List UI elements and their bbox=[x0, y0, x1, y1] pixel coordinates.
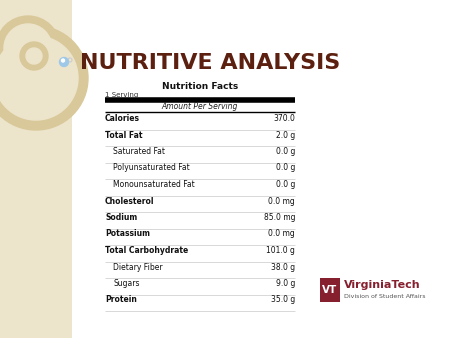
Text: Division of Student Affairs: Division of Student Affairs bbox=[344, 293, 426, 298]
Bar bbox=[0, 0, 72, 338]
Circle shape bbox=[62, 59, 64, 62]
Text: NUTRITIVE ANALYSIS: NUTRITIVE ANALYSIS bbox=[80, 53, 340, 73]
Text: VT: VT bbox=[322, 285, 338, 295]
Circle shape bbox=[4, 24, 52, 72]
Text: Total Fat: Total Fat bbox=[105, 130, 143, 140]
Circle shape bbox=[20, 42, 48, 70]
Text: VirginiaTech: VirginiaTech bbox=[344, 280, 421, 290]
Text: 0.0 g: 0.0 g bbox=[275, 164, 295, 172]
Text: 1 Serving: 1 Serving bbox=[105, 92, 138, 98]
Text: Nutrition Facts: Nutrition Facts bbox=[162, 82, 238, 91]
Circle shape bbox=[26, 48, 42, 64]
Text: Protein: Protein bbox=[105, 295, 137, 305]
Text: Calories: Calories bbox=[105, 114, 140, 123]
FancyBboxPatch shape bbox=[320, 278, 340, 302]
Text: Amount Per Serving: Amount Per Serving bbox=[162, 102, 238, 111]
Text: 38.0 g: 38.0 g bbox=[271, 263, 295, 271]
Text: 2.0 g: 2.0 g bbox=[276, 130, 295, 140]
Text: Sugars: Sugars bbox=[113, 279, 140, 288]
Circle shape bbox=[0, 36, 78, 120]
Circle shape bbox=[59, 57, 68, 67]
Text: 9.0 g: 9.0 g bbox=[275, 279, 295, 288]
Text: 0.0 mg: 0.0 mg bbox=[268, 196, 295, 206]
Text: Cholesterol: Cholesterol bbox=[105, 196, 154, 206]
Text: Potassium: Potassium bbox=[105, 230, 150, 239]
Circle shape bbox=[0, 16, 60, 80]
Text: Monounsaturated Fat: Monounsaturated Fat bbox=[113, 180, 195, 189]
Text: Polyunsaturated Fat: Polyunsaturated Fat bbox=[113, 164, 190, 172]
Text: Sodium: Sodium bbox=[105, 213, 137, 222]
Text: 0.0 mg: 0.0 mg bbox=[268, 230, 295, 239]
Text: Saturated Fat: Saturated Fat bbox=[113, 147, 165, 156]
Text: Total Carbohydrate: Total Carbohydrate bbox=[105, 246, 188, 255]
Text: 35.0 g: 35.0 g bbox=[271, 295, 295, 305]
Text: 0.0 g: 0.0 g bbox=[275, 147, 295, 156]
Text: 85.0 mg: 85.0 mg bbox=[264, 213, 295, 222]
Text: 0.0 g: 0.0 g bbox=[275, 180, 295, 189]
Text: 370.0: 370.0 bbox=[273, 114, 295, 123]
Text: Dietary Fiber: Dietary Fiber bbox=[113, 263, 162, 271]
Text: 101.0 g: 101.0 g bbox=[266, 246, 295, 255]
Circle shape bbox=[0, 26, 88, 130]
